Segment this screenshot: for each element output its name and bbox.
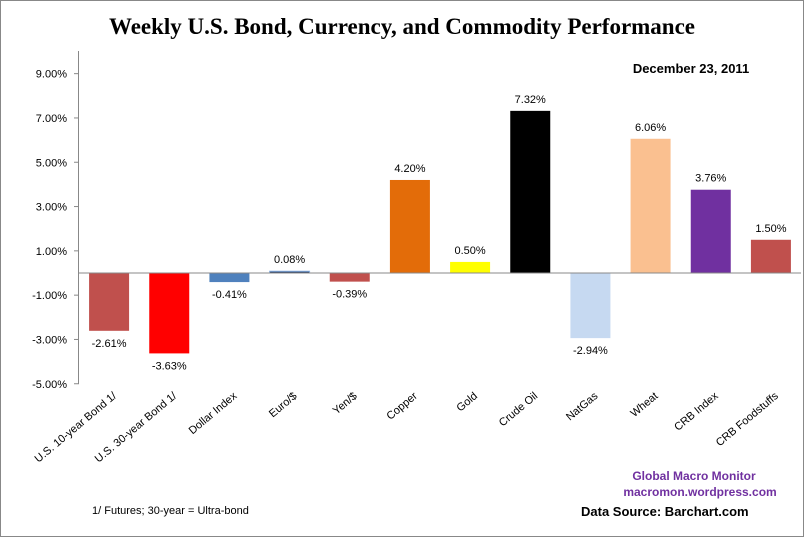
y-tick-label: -5.00% bbox=[32, 379, 67, 391]
x-tick-label: Crude Oil bbox=[497, 390, 540, 429]
x-tick-label: Wheat bbox=[628, 390, 660, 420]
x-tick-label: NatGas bbox=[564, 390, 601, 423]
data-label: 7.32% bbox=[515, 94, 546, 106]
y-tick-label: 3.00% bbox=[36, 202, 67, 214]
y-tick-label: -1.00% bbox=[32, 290, 67, 302]
bar bbox=[209, 273, 250, 283]
chart-date: December 23, 2011 bbox=[633, 61, 749, 76]
brand-name: Global Macro Monitor bbox=[632, 469, 756, 483]
bar bbox=[89, 273, 130, 331]
x-tick-label: Euro/$ bbox=[267, 390, 300, 420]
footnote: 1/ Futures; 30-year = Ultra-bond bbox=[92, 505, 249, 517]
data-label: 0.50% bbox=[454, 245, 485, 257]
y-tick-label: 9.00% bbox=[36, 69, 67, 81]
data-label: -2.94% bbox=[573, 345, 608, 357]
bar bbox=[750, 239, 791, 273]
data-label: -0.39% bbox=[332, 289, 367, 301]
brand-site: macromon.wordpress.com bbox=[623, 485, 776, 499]
x-tick-label: Yen/$ bbox=[331, 390, 360, 417]
y-tick-label: 7.00% bbox=[36, 113, 67, 125]
x-tick-label: Gold bbox=[454, 390, 480, 414]
data-label: -0.41% bbox=[212, 289, 247, 301]
data-label: 6.06% bbox=[635, 122, 666, 134]
y-tick-label: 1.00% bbox=[36, 246, 67, 258]
bar bbox=[329, 273, 370, 282]
data-label: 0.08% bbox=[274, 254, 305, 266]
data-label: 1.50% bbox=[755, 223, 786, 235]
chart-title: Weekly U.S. Bond, Currency, and Commodit… bbox=[109, 14, 695, 39]
bar bbox=[570, 273, 611, 339]
bar bbox=[690, 189, 731, 273]
y-tick-label: 5.00% bbox=[36, 157, 67, 169]
data-source: Data Source: Barchart.com bbox=[581, 504, 749, 519]
x-tick-label: CRB Index bbox=[672, 390, 721, 434]
bar bbox=[450, 261, 491, 273]
bar bbox=[149, 273, 190, 354]
data-label: -3.63% bbox=[152, 360, 187, 372]
data-label: 4.20% bbox=[394, 163, 425, 175]
data-label: 3.76% bbox=[695, 173, 726, 185]
data-label: -2.61% bbox=[92, 338, 127, 350]
x-tick-label: CRB Foodstuffs bbox=[714, 390, 781, 449]
bar bbox=[510, 110, 551, 273]
x-tick-label: Copper bbox=[384, 390, 420, 423]
bar bbox=[389, 179, 430, 273]
y-tick-label: -3.00% bbox=[32, 334, 67, 346]
x-tick-label: Dollar Index bbox=[187, 390, 240, 437]
bar bbox=[630, 138, 671, 273]
